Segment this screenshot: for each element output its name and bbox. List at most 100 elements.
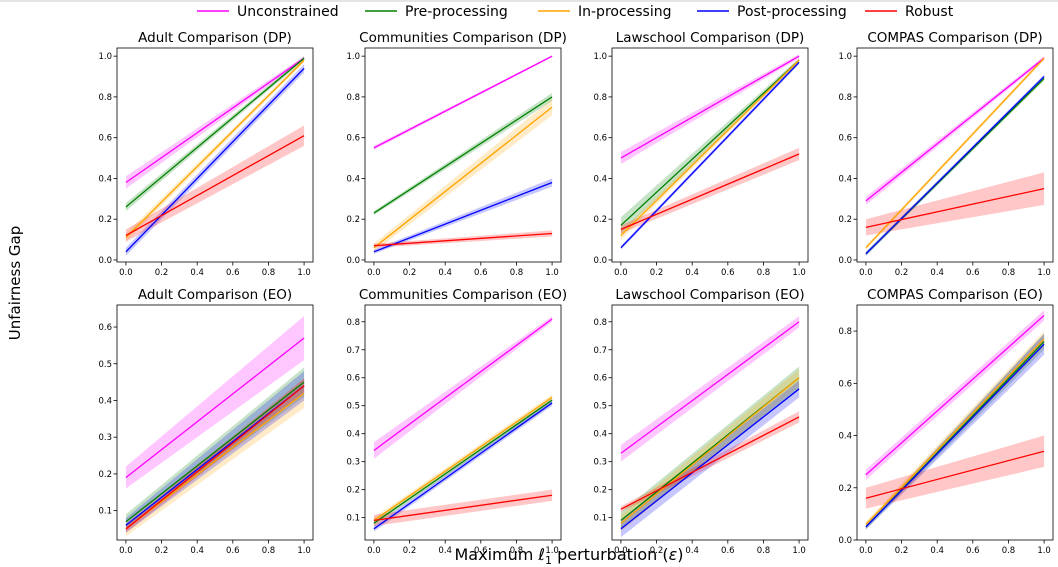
panel-title: COMPAS Comparison (DP)	[867, 30, 1042, 46]
legend-item-post-processing: Post-processing	[697, 4, 847, 20]
x-tick-label: 0.0	[614, 268, 628, 278]
y-tick-label: 0.6	[98, 323, 112, 333]
x-tick-label: 0.6	[721, 268, 735, 278]
band-in-processing	[373, 98, 553, 252]
y-tick-label: 0.8	[346, 93, 360, 103]
panel-compas-comparison-eo: COMPAS Comparison (EO) 0.0 0.2 0.4 0.6 0.8 1.0…	[838, 287, 1054, 556]
x-tick-label: 1.0	[1037, 268, 1051, 278]
series-line-unconstrained	[125, 57, 305, 184]
plot-area	[865, 310, 1045, 530]
series-line-robust	[125, 385, 305, 530]
x-tick-label: 0.6	[226, 268, 240, 278]
x-tick-label: 0.0	[859, 268, 873, 278]
y-tick-label: 0.6	[346, 134, 360, 144]
series-line-unconstrained	[620, 321, 800, 454]
series-line-in-processing	[125, 59, 305, 239]
x-tick-label: 0.4	[190, 546, 204, 556]
plot-area	[373, 55, 553, 254]
y-tick-label: 0.7	[593, 346, 607, 356]
y-tick-label: 0.4	[838, 432, 852, 442]
y-tick-label: 0.6	[346, 374, 360, 384]
panel-communities-comparison-dp: Communities Comparison (DP) 0.0 0.2 0.4 0.6 0…	[346, 30, 566, 278]
band-pre-processing	[373, 92, 553, 216]
x-tick-label: 0.6	[474, 546, 488, 556]
x-tick-label: 1.0	[545, 546, 559, 556]
y-tick-label: 0.2	[346, 486, 360, 496]
band-robust	[620, 147, 800, 234]
band-unconstrained	[125, 56, 305, 189]
y-tick-label: 0.4	[593, 174, 607, 184]
plot-area	[125, 316, 305, 537]
y-tick-label: 0.0	[838, 256, 852, 266]
series-line-post-processing	[865, 76, 1045, 255]
panel-title: Adult Comparison (DP)	[138, 30, 292, 46]
series-line-pre-processing	[125, 381, 305, 523]
series-line-in-processing	[373, 396, 553, 521]
x-tick-label: 0.8	[510, 546, 524, 556]
series-line-unconstrained	[373, 55, 553, 149]
series-line-in-processing	[620, 59, 800, 236]
legend-label: Post-processing	[737, 4, 847, 20]
series-line-post-processing	[373, 402, 553, 530]
x-tick-label: 1.0	[1037, 546, 1051, 556]
legend-item-robust: Robust	[865, 4, 954, 20]
legend-label: In-processing	[578, 4, 672, 20]
x-tick-label: 0.4	[685, 268, 699, 278]
series-line-unconstrained	[865, 57, 1045, 202]
legend-label: Pre-processing	[405, 4, 508, 20]
x-tick-label: 0.4	[438, 546, 452, 556]
y-tick-label: 0.6	[593, 134, 607, 144]
axes-frame	[364, 304, 562, 541]
y-tick-label: 0.8	[593, 93, 607, 103]
series-line-pre-processing	[373, 96, 553, 214]
panel-lawschool-comparison-dp: Lawschool Comparison (DP) 0.0 0.2 0.4 0.6 0.8…	[593, 30, 809, 278]
axes-frame	[856, 47, 1054, 263]
band-unconstrained	[125, 316, 305, 489]
x-tick-label: 0.0	[367, 268, 381, 278]
y-tick-label: 0.2	[98, 470, 112, 480]
x-tick-label: 1.0	[545, 268, 559, 278]
y-tick-label: 0.2	[98, 215, 112, 225]
axes-frame	[116, 47, 314, 263]
y-tick-label: 1.0	[838, 52, 852, 62]
x-tick-label: 0.2	[650, 546, 664, 556]
panel-adult-comparison-eo: Adult Comparison (EO) 0.0 0.2 0.4 0.6 0.8 1.0 0…	[98, 287, 314, 556]
plot-area	[620, 316, 800, 538]
legend-label: Robust	[905, 4, 954, 20]
y-tick-label: 0.4	[98, 174, 112, 184]
x-tick-label: 0.2	[650, 268, 664, 278]
y-tick-label: 0.4	[98, 396, 112, 406]
x-tick-label: 0.8	[757, 546, 771, 556]
y-tick-label: 0.1	[593, 514, 607, 524]
x-tick-label: 0.2	[155, 268, 169, 278]
y-tick-label: 0.8	[593, 318, 607, 328]
y-tick-label: 0.4	[838, 174, 852, 184]
band-pre-processing	[620, 366, 800, 529]
axes-frame	[116, 304, 314, 541]
series-line-robust	[620, 153, 800, 230]
series-line-pre-processing	[373, 399, 553, 524]
x-tick-label: 0.2	[403, 546, 417, 556]
band-unconstrained	[620, 316, 800, 462]
y-tick-label: 0.0	[593, 256, 607, 266]
legend-label: Unconstrained	[237, 4, 339, 20]
panel-title: Lawschool Comparison (EO)	[615, 287, 804, 303]
legend-item-pre-processing: Pre-processing	[365, 4, 508, 20]
y-tick-label: 1.0	[98, 52, 112, 62]
x-tick-label: 1.0	[792, 546, 806, 556]
y-tick-label: 0.7	[346, 346, 360, 356]
x-tick-label: 0.8	[1002, 546, 1016, 556]
y-tick-label: 0.3	[346, 458, 360, 468]
x-tick-label: 0.2	[895, 268, 909, 278]
y-tick-label: 0.5	[593, 402, 607, 412]
series-line-unconstrained	[125, 337, 305, 479]
y-tick-label: 0.6	[98, 134, 112, 144]
x-tick-label: 0.6	[474, 268, 488, 278]
band-unconstrained	[373, 316, 553, 459]
x-tick-label: 0.4	[930, 268, 944, 278]
y-tick-label: 0.3	[593, 458, 607, 468]
x-tick-label: 0.0	[119, 268, 133, 278]
series-line-post-processing	[620, 388, 800, 530]
y-tick-label: 0.8	[346, 318, 360, 328]
